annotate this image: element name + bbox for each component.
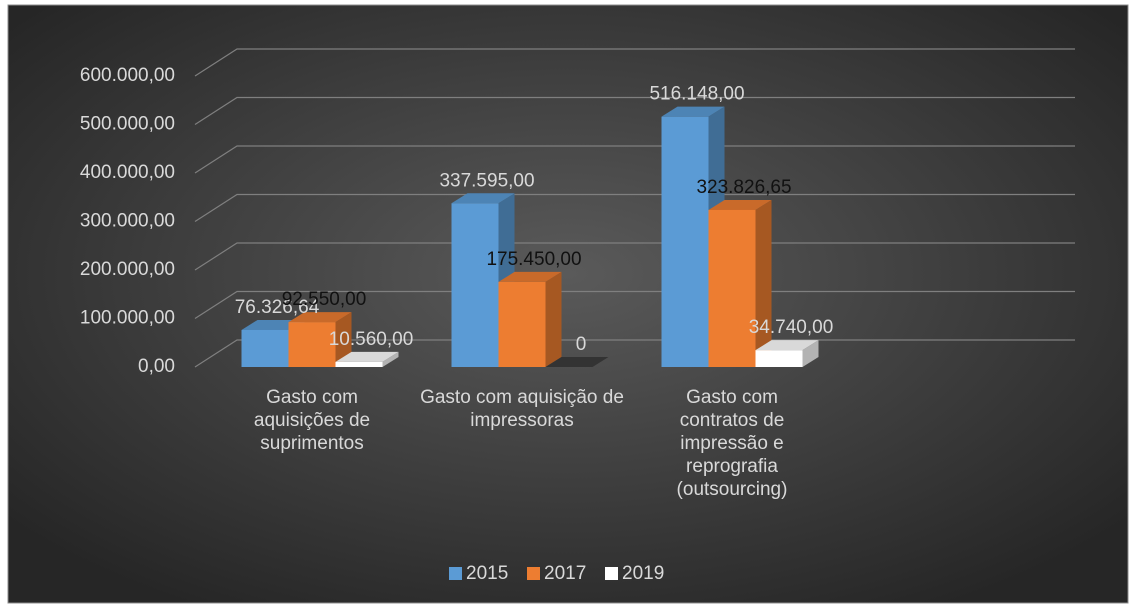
bar-top [661, 106, 725, 117]
bar-top [708, 199, 772, 210]
grid-line [194, 145, 1075, 174]
y-tick-label: 100.000,00 [80, 308, 175, 329]
bar-top [498, 271, 562, 282]
bar-front [661, 116, 709, 368]
data-label: 323.826,65 [696, 177, 791, 198]
x-tick-label: Gasto com aquisições de suprimentos [253, 387, 371, 454]
grid-line [194, 242, 1075, 271]
bar-front [755, 350, 803, 367]
grid-line [194, 290, 1075, 320]
grid-line [194, 48, 1075, 77]
bar [288, 312, 352, 367]
legend-label: 2017 [544, 563, 586, 584]
bar-front [335, 361, 383, 367]
y-tick-label: 300.000,00 [80, 211, 175, 232]
data-label: 10.560,00 [329, 329, 414, 350]
bar [755, 340, 819, 367]
bar-front [708, 209, 756, 367]
bar-front [451, 203, 499, 367]
grid-line [194, 96, 1075, 126]
data-label: 0 [576, 334, 587, 355]
bar [661, 106, 725, 368]
legend-swatch [449, 567, 462, 580]
chart-background [7, 4, 1129, 604]
bar-top [451, 193, 515, 204]
bar-front [498, 281, 546, 367]
bar-front [288, 322, 336, 367]
bar [335, 351, 399, 367]
bar-side [802, 340, 819, 367]
bar-top [755, 340, 819, 351]
data-label: 92.550,00 [282, 289, 367, 310]
bar [498, 271, 562, 367]
bar [708, 199, 772, 367]
legend-label: 2015 [466, 563, 508, 584]
x-tick-label: Gasto com aquisição de impressoras [420, 387, 624, 431]
data-label: 337.595,00 [439, 170, 534, 191]
bar-side [382, 351, 399, 367]
y-tick-label: 600.000,00 [80, 65, 175, 86]
data-label: 76.326,64 [235, 297, 320, 318]
legend-swatch [527, 567, 540, 580]
x-tick-label: Gasto com contratos de impressão e repro… [676, 387, 788, 500]
y-tick-label: 0,00 [138, 356, 175, 377]
bar-top [545, 357, 609, 367]
bar-top [335, 351, 399, 362]
bar-side [335, 312, 352, 367]
grid-line [194, 193, 1075, 223]
bar-side [545, 271, 562, 367]
bar-top [288, 312, 352, 323]
legend-swatch [605, 567, 618, 580]
legend-label: 2019 [622, 563, 664, 584]
bar-front [241, 329, 289, 367]
y-tick-label: 500.000,00 [80, 114, 175, 135]
data-label: 175.450,00 [486, 249, 581, 270]
bar-side [755, 199, 772, 367]
data-label: 516.148,00 [649, 84, 744, 105]
data-label: 34.740,00 [749, 317, 834, 338]
bar [545, 357, 609, 367]
y-tick-label: 400.000,00 [80, 162, 175, 183]
y-tick-label: 200.000,00 [80, 259, 175, 280]
grid-line [194, 339, 1075, 368]
